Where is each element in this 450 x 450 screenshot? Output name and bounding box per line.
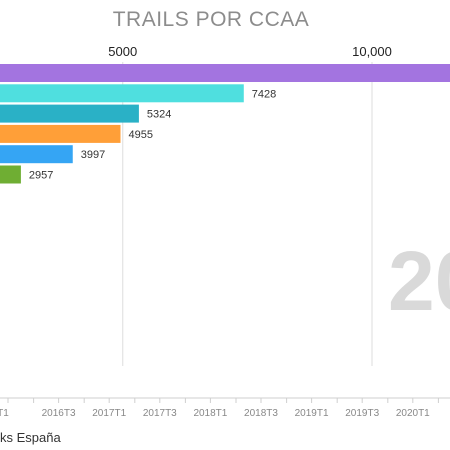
bar-value-label: 3997 (81, 149, 105, 161)
timeline-label: 2016T3 (42, 408, 76, 419)
bar (0, 84, 244, 103)
bar (0, 104, 139, 123)
timeline-label: 2017T1 (92, 408, 126, 419)
bar (0, 64, 450, 82)
bar (0, 124, 121, 143)
bar-value-label: 7428 (252, 88, 276, 100)
x-tick-label: 5000 (108, 44, 137, 59)
bar-value-label: 5324 (147, 109, 171, 121)
year-watermark: 20 (388, 234, 450, 328)
timeline-label: 2018T3 (244, 408, 278, 419)
bar (0, 165, 21, 184)
timeline-label: 2019T1 (295, 408, 329, 419)
timeline-label: T1 (0, 408, 9, 419)
bar (0, 145, 73, 164)
timeline-label: 2017T3 (143, 408, 177, 419)
source-label: ks España (0, 430, 61, 445)
bar-value-label: 4955 (129, 129, 153, 141)
timeline-label: 2020T1 (396, 408, 430, 419)
x-tick-label: 10,000 (352, 44, 392, 59)
bar-value-label: 2957 (29, 170, 53, 182)
timeline-label: 2019T3 (345, 408, 379, 419)
timeline-label: 2018T1 (193, 408, 227, 419)
chart-title: TRAILS POR CCAA (112, 8, 310, 31)
